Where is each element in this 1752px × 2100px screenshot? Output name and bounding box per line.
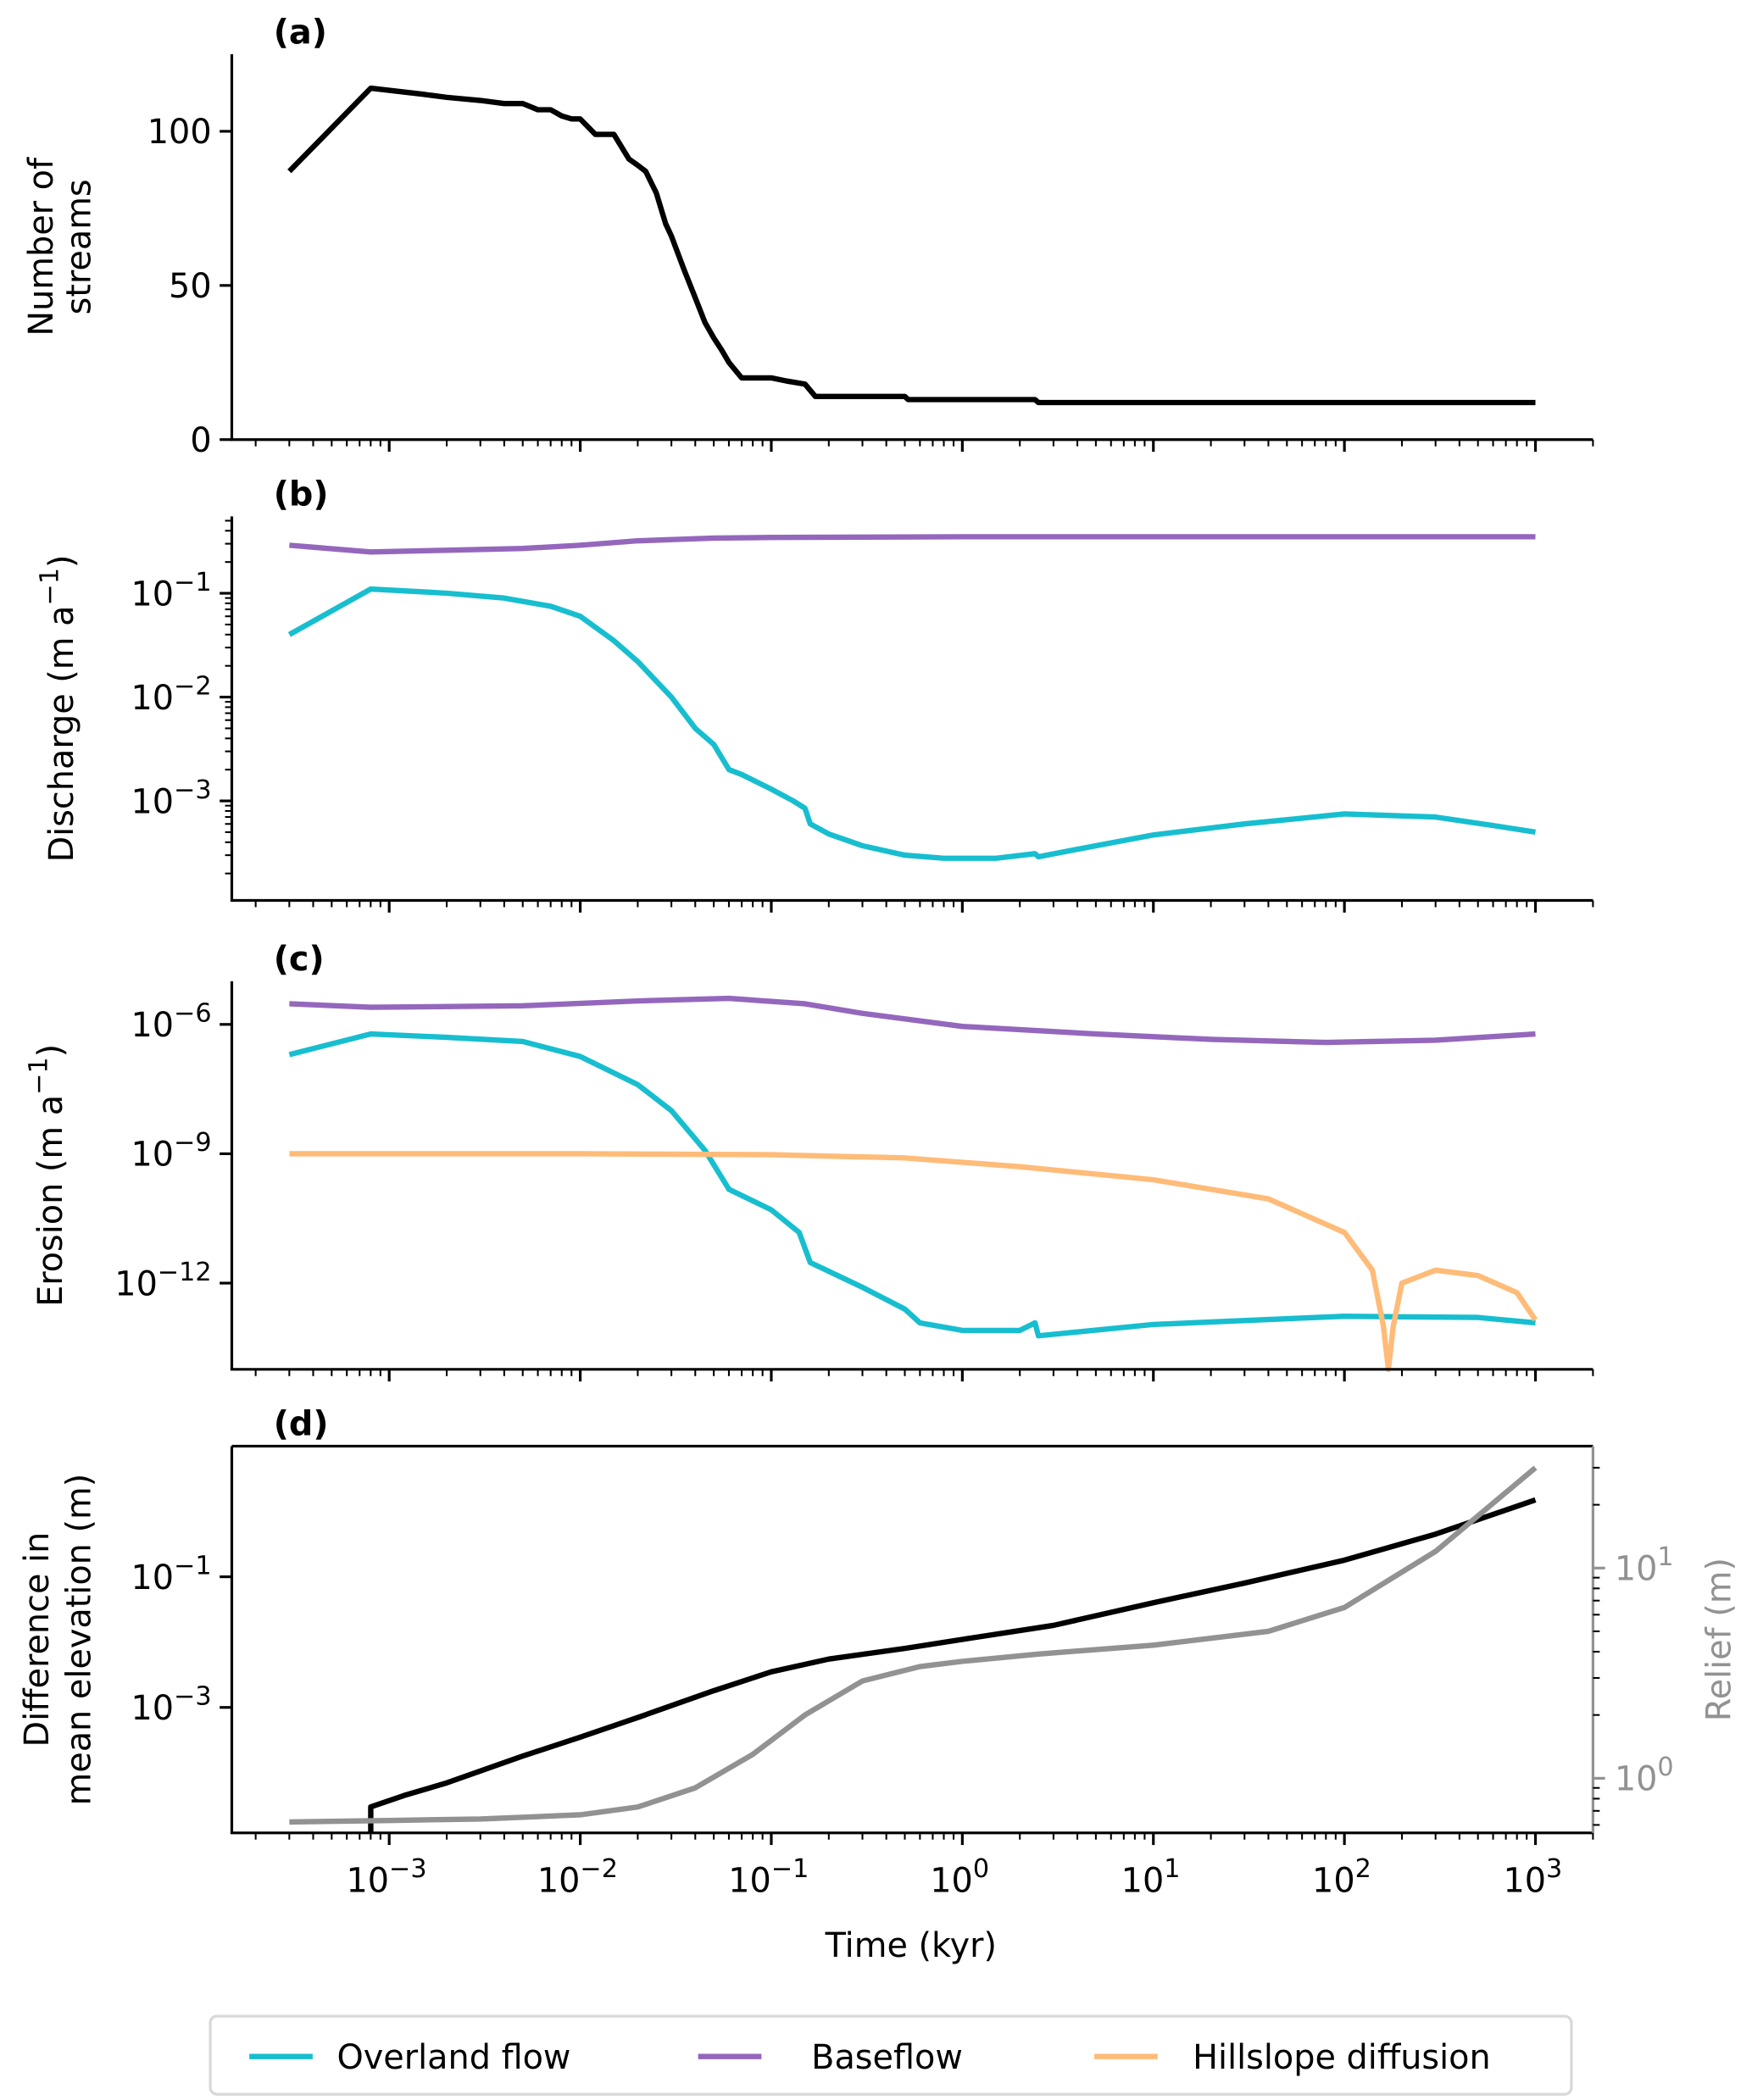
x-tick-label: 103 <box>1503 1854 1562 1900</box>
legend: Overland flow Baseflow Hillslope diffusi… <box>209 2014 1573 2096</box>
series-baseflow <box>289 995 1536 1046</box>
series-baseflow <box>289 534 1536 555</box>
y-tick-label: 10−3 <box>131 775 212 821</box>
y-tick-label: 100 <box>147 113 212 152</box>
legend-label-baseflow: Baseflow <box>811 2038 963 2077</box>
y-axis-label: mean elevation (m) <box>60 1474 99 1806</box>
series-relief <box>289 1465 1538 1825</box>
x-axis-label: Time (kyr) <box>825 1926 997 1965</box>
panel-b: 10−1 10−2 10−3 (b) Discharge (m a−1) <box>35 475 1594 913</box>
y-tick-label: 10−3 <box>131 1682 212 1728</box>
x-tick-label: 10−3 <box>346 1854 426 1900</box>
x-tick-label: 101 <box>1121 1854 1181 1900</box>
series-overland-flow <box>288 1031 1536 1339</box>
x-tick-label: 10−1 <box>728 1854 809 1900</box>
legend-label-hillslope: Hillslope diffusion <box>1193 2038 1491 2077</box>
y-axis-label: Erosion (m a−1) <box>25 1044 70 1307</box>
panel-c: 10−6 10−9 10−12 (c) Erosion (m a−1) <box>25 940 1594 1382</box>
panel-label: (b) <box>274 475 329 514</box>
y-right-tick-label: 100 <box>1615 1753 1674 1798</box>
y-tick-label: 10−1 <box>131 568 212 614</box>
y-right-tick-label: 101 <box>1615 1542 1674 1588</box>
y-tick-label: 10−1 <box>131 1551 212 1597</box>
series-difference-in-mean-elevation <box>368 1497 1537 1833</box>
legend-frame <box>209 2014 1573 2096</box>
y-tick-label: 10−12 <box>114 1258 211 1303</box>
x-tick-label: 100 <box>930 1854 989 1900</box>
y-axis-label: streams <box>60 179 99 314</box>
y-tick-label: 50 <box>169 267 212 306</box>
y-tick-label: 10−9 <box>131 1128 212 1174</box>
y-axis-label: Number of <box>22 157 61 336</box>
legend-label-overland: Overland flow <box>337 2038 571 2077</box>
series-overland-flow <box>287 586 1536 861</box>
panel-label: (c) <box>274 940 325 979</box>
x-tick-label: 10−2 <box>537 1854 618 1900</box>
y-right-axis-label: Relief (m) <box>1700 1558 1739 1721</box>
y-axis-label: Difference in <box>18 1532 57 1747</box>
panel-d: 10−3 10−2 10−1 100 101 102 103 10−1 10−3 101 100 Re… <box>18 1405 1738 1965</box>
y-tick-label: 10−2 <box>131 671 212 717</box>
x-tick-label: 102 <box>1312 1854 1371 1900</box>
series-number-of-streams <box>287 85 1536 406</box>
y-tick-label: 0 <box>190 421 211 460</box>
series-hillslope-diffusion <box>289 1151 1538 1373</box>
panel-label: (a) <box>274 13 327 52</box>
y-axis-label: Discharge (m a−1) <box>35 554 81 862</box>
panel-label: (d) <box>274 1405 329 1444</box>
y-tick-label: 10−6 <box>131 999 212 1045</box>
